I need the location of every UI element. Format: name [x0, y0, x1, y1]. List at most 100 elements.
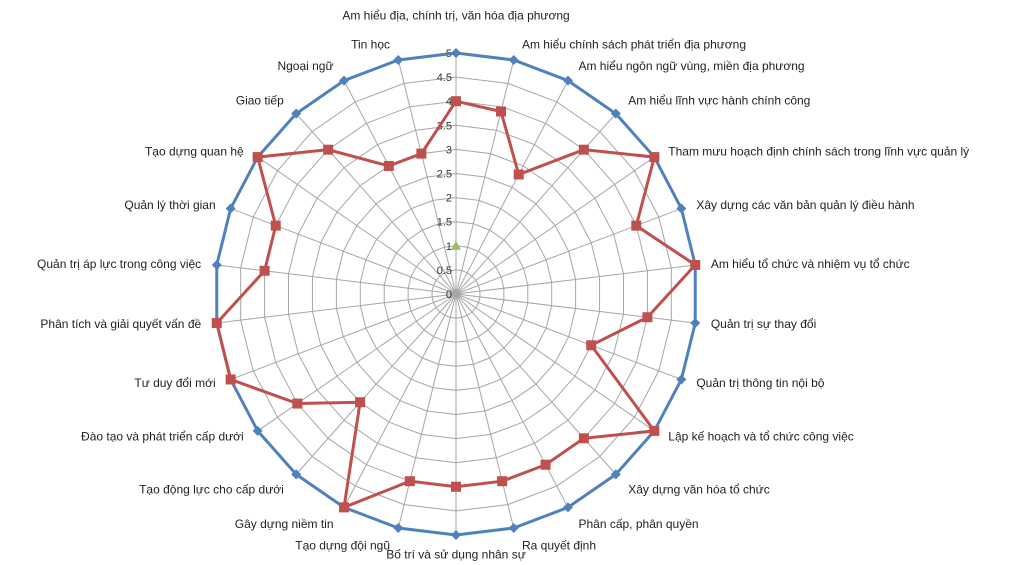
category-label: Xây dựng các văn bản quản lý điều hành	[696, 198, 914, 212]
data-point	[211, 259, 222, 270]
r-tick-label: 0.5	[437, 265, 452, 277]
category-label: Tin học	[351, 38, 390, 52]
category-label: Quản trị sự thay đổi	[711, 317, 816, 331]
r-tick-label: 2.5	[437, 169, 452, 181]
category-labels: Am hiểu địa, chính trị, văn hóa địa phươ…	[37, 8, 969, 561]
data-point	[676, 203, 687, 214]
series-1	[211, 96, 701, 513]
data-point	[225, 374, 236, 385]
category-label: Am hiểu ngôn ngữ vùng, miền địa phương	[578, 59, 804, 73]
grid-spoke	[397, 59, 457, 295]
data-point	[578, 433, 589, 444]
category-label: Giao tiếp	[236, 93, 284, 107]
grid-spoke	[455, 156, 655, 295]
data-point	[225, 203, 236, 214]
grid-spoke	[257, 156, 457, 295]
data-point	[642, 312, 653, 323]
data-point	[451, 481, 461, 492]
data-point	[508, 522, 519, 533]
grid-spoke	[455, 264, 696, 295]
data-point	[562, 75, 573, 86]
data-point	[690, 318, 701, 329]
category-label: Đào tạo và phát triển cấp dưới	[81, 429, 244, 443]
category-label: Tạo dựng đội ngũ	[295, 538, 390, 552]
grid-spoke	[216, 264, 457, 295]
category-label: Am hiểu chính sách phát triển địa phương	[522, 38, 746, 52]
data-point	[610, 469, 621, 480]
category-label: Quản lý thời gian	[124, 198, 215, 212]
data-point	[451, 96, 461, 107]
category-label: Bố trí và sử dụng nhân sự	[386, 548, 525, 562]
data-point	[292, 398, 303, 409]
category-label: Tham mưu hoạch định chính sách trong lĩn…	[668, 145, 969, 159]
data-point	[339, 75, 350, 86]
data-point	[562, 502, 573, 513]
r-tick-label: 3	[446, 144, 452, 156]
data-point	[495, 106, 506, 117]
category-label: Phân tích và giải quyết vấn đề	[40, 317, 201, 331]
data-point	[649, 152, 660, 163]
data-point	[513, 169, 524, 180]
grid-spoke	[455, 59, 515, 295]
category-label: Am hiểu tổ chức và nhiệm vụ tổ chức	[711, 257, 910, 271]
r-tick-label: 4.5	[437, 72, 452, 84]
data-point	[540, 459, 551, 470]
grid-spoke	[455, 293, 696, 324]
grid-spoke	[455, 113, 617, 295]
category-label: Phân cấp, phân quyền	[578, 517, 698, 531]
grid-spoke	[343, 293, 457, 508]
data-point	[508, 55, 519, 66]
category-label: Am hiểu lĩnh vực hành chính công	[628, 93, 810, 107]
grid-spoke	[455, 293, 515, 529]
category-label: Tạo dựng quan hệ	[145, 145, 244, 159]
data-point	[416, 148, 427, 159]
data-point	[676, 374, 687, 385]
grid-spoke	[455, 208, 682, 295]
data-point	[586, 340, 597, 351]
grid-spoke	[455, 293, 617, 475]
grid-spoke	[455, 293, 569, 508]
data-point	[610, 108, 621, 119]
data-point	[451, 530, 461, 540]
r-tick-label: 2	[446, 193, 452, 205]
r-tick-label: 0	[446, 289, 452, 301]
category-label: Am hiểu địa, chính trị, văn hóa địa phươ…	[342, 8, 569, 22]
data-point	[393, 522, 404, 533]
category-label: Quản trị áp lực trong công việc	[37, 257, 201, 271]
data-point	[631, 220, 642, 231]
category-label: Xây dựng văn hóa tổ chức	[628, 483, 770, 497]
data-point	[252, 152, 263, 163]
data-point	[649, 425, 660, 436]
data-point	[451, 240, 461, 250]
data-point	[291, 108, 302, 119]
grid-spoke	[343, 80, 457, 295]
grid-spoke	[397, 293, 457, 529]
data-point	[383, 160, 394, 171]
grid-spoke	[455, 293, 682, 380]
category-label: Gây dựng niềm tin	[235, 517, 334, 531]
data-point	[211, 318, 222, 329]
radar-grid	[216, 52, 696, 536]
data-point	[259, 265, 270, 276]
grid-spoke	[295, 293, 457, 475]
data-point	[404, 476, 415, 487]
radial-axis-ticks: 00.511.522.533.544.55	[437, 48, 452, 301]
data-point	[451, 48, 461, 58]
r-tick-label: 1.5	[437, 217, 452, 229]
category-label: Quản trị thông tin nội bộ	[696, 376, 824, 390]
data-point	[393, 55, 404, 66]
data-point	[252, 425, 263, 436]
data-point	[355, 397, 366, 408]
data-point	[270, 220, 281, 231]
category-label: Tạo động lực cho cấp dưới	[139, 483, 284, 497]
grid-spoke	[455, 80, 569, 295]
grid-spoke	[230, 293, 457, 380]
category-label: Ra quyết định	[522, 538, 596, 552]
series-2	[451, 240, 461, 250]
grid-spoke	[230, 208, 457, 295]
data-point	[323, 144, 334, 155]
data-point	[339, 502, 350, 513]
r-tick-label: 1	[446, 241, 452, 253]
r-tick-label: 4	[446, 96, 452, 108]
